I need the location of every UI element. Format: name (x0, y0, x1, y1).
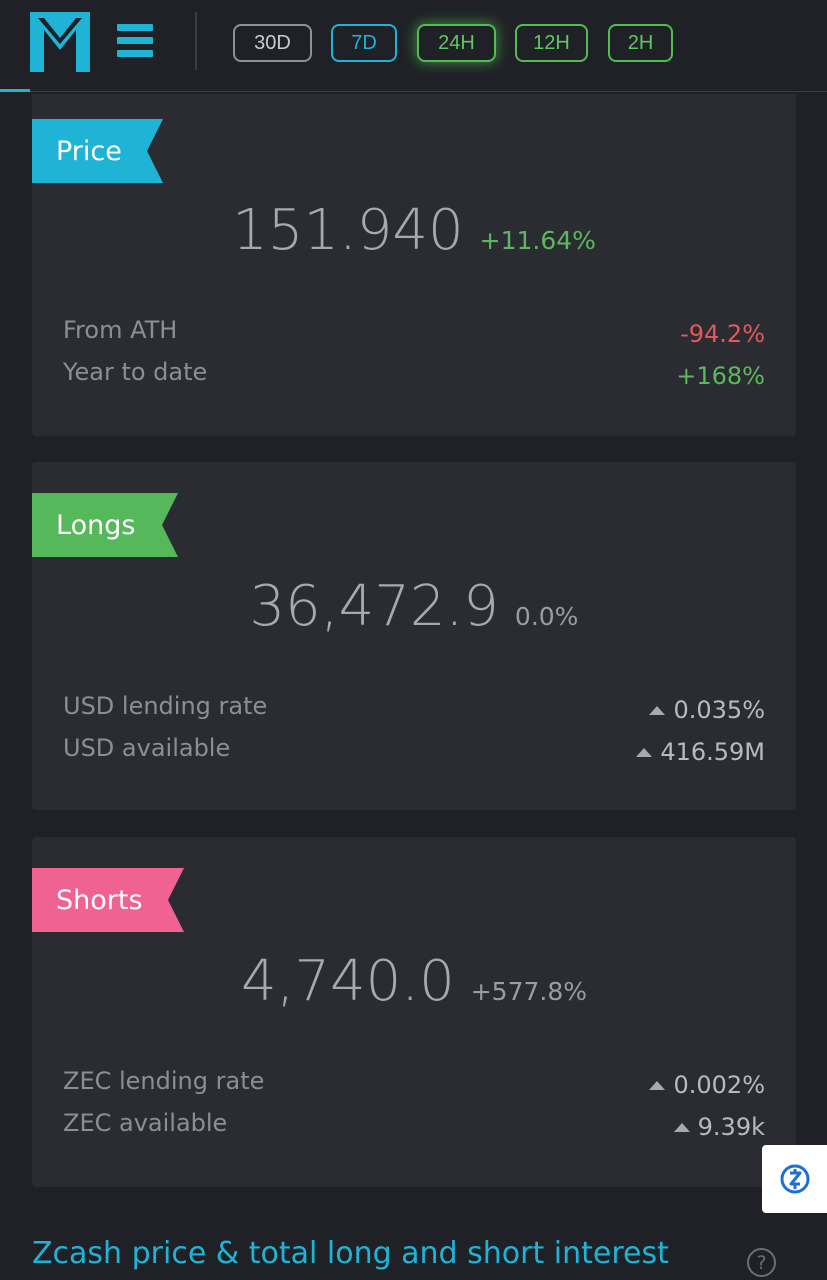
longs-value: 36,472.9 (249, 574, 499, 639)
shorts-main-row: 4,740.0 +577.8% (32, 949, 796, 1014)
zec-available-value: 9.39k (673, 1113, 765, 1141)
shorts-change: +577.8% (470, 977, 588, 1006)
price-value: 151.940 (232, 198, 464, 263)
shorts-value: 4,740.0 (240, 949, 455, 1014)
zec-available-label: ZEC available (63, 1109, 228, 1137)
trend-up-icon (636, 748, 653, 757)
help-icon[interactable]: ? (747, 1248, 776, 1277)
longs-main-row: 36,472.9 0.0% (32, 574, 796, 639)
timeframe-2h-button[interactable]: 2H (608, 24, 673, 62)
from-ath-label: From ATH (63, 316, 178, 344)
price-change: +11.64% (479, 226, 596, 255)
trend-up-icon (649, 1081, 666, 1090)
price-card: Price 151.940 +11.64% From ATH -94.2% Ye… (32, 94, 796, 436)
timeframe-30d-button[interactable]: 30D (233, 24, 312, 62)
header-divider (195, 12, 197, 70)
usd-available-label: USD available (63, 734, 231, 762)
trend-up-icon (649, 706, 666, 715)
longs-tag: Longs (32, 493, 178, 557)
price-tag: Price (32, 119, 163, 183)
shorts-tag: Shorts (32, 868, 184, 932)
price-main-row: 151.940 +11.64% (32, 198, 796, 263)
longs-card: Longs 36,472.9 0.0% USD lending rate 0.0… (32, 462, 796, 810)
timeframe-7d-button[interactable]: 7D (331, 24, 397, 62)
from-ath-value: -94.2% (680, 320, 765, 348)
header-accent-line (0, 89, 30, 92)
zcash-logo-icon (780, 1164, 809, 1194)
hamburger-menu-icon[interactable] (117, 24, 153, 58)
timeframe-12h-button[interactable]: 12H (515, 24, 588, 62)
zec-lending-rate-value: 0.002% (649, 1071, 765, 1099)
zcash-coin-button[interactable] (762, 1145, 827, 1213)
zec-lending-rate-label: ZEC lending rate (63, 1067, 265, 1095)
m-logo-icon[interactable] (30, 12, 90, 72)
year-to-date-label: Year to date (63, 358, 208, 386)
shorts-card: Shorts 4,740.0 +577.8% ZEC lending rate … (32, 837, 796, 1187)
trend-up-icon (673, 1123, 690, 1132)
longs-change: 0.0% (514, 602, 579, 631)
chart-section-title: Zcash price & total long and short inter… (32, 1236, 669, 1271)
year-to-date-value: +168% (676, 362, 765, 390)
usd-lending-rate-label: USD lending rate (63, 692, 268, 720)
top-header: 30D 7D 24H 12H 2H (0, 0, 827, 92)
timeframe-24h-button[interactable]: 24H (417, 24, 496, 62)
usd-lending-rate-value: 0.035% (649, 696, 765, 724)
usd-available-value: 416.59M (636, 738, 765, 766)
